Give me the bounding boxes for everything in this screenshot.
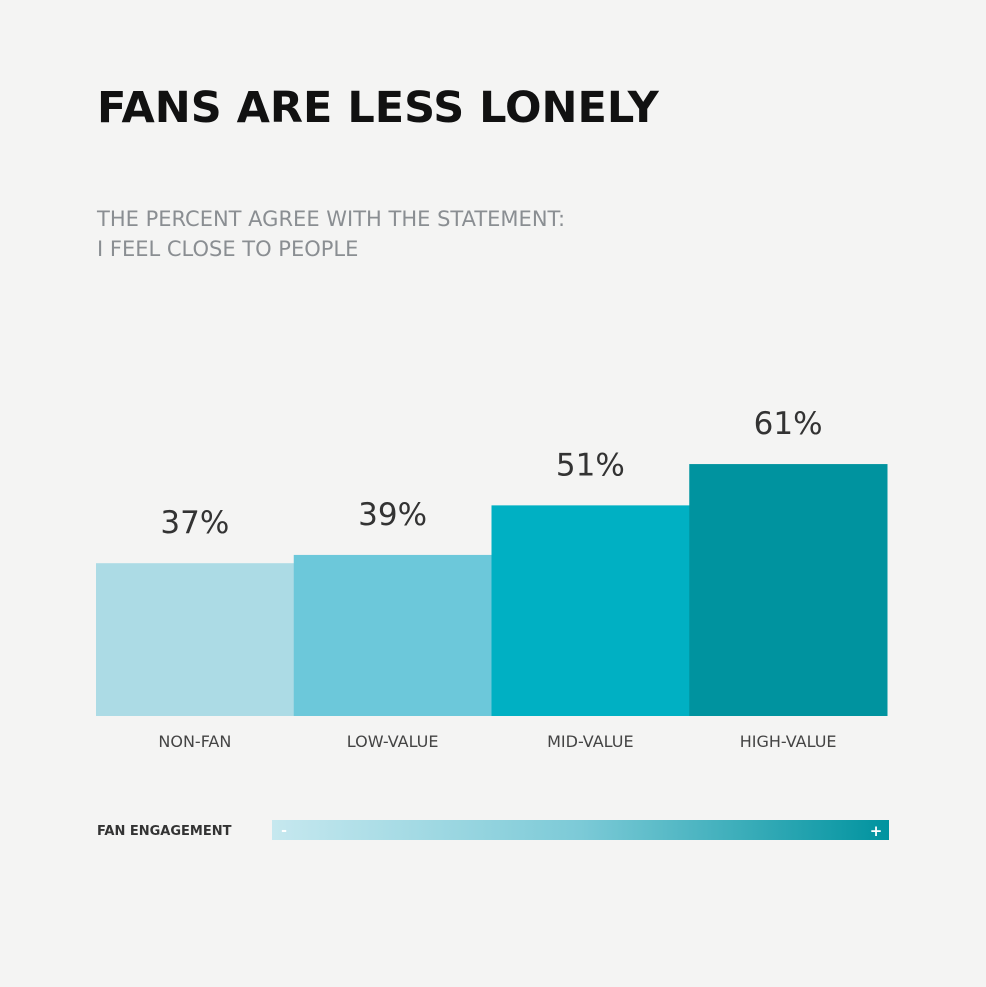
- x-tick-label: HIGH-VALUE: [740, 732, 837, 751]
- bar: [293, 554, 492, 716]
- legend-label: FAN ENGAGEMENT: [97, 824, 232, 839]
- value-label: 61%: [754, 406, 823, 442]
- value-label: 39%: [358, 497, 427, 533]
- x-tick-label: MID-VALUE: [547, 732, 633, 751]
- chart-title: FANS ARE LESS LONELY: [97, 83, 660, 133]
- x-tick-label: NON-FAN: [158, 732, 231, 751]
- value-label: 37%: [160, 505, 229, 541]
- bar: [689, 464, 888, 716]
- bar: [491, 505, 690, 716]
- chart-subtitle: THE PERCENT AGREE WITH THE STATEMENT:: [96, 207, 565, 231]
- scale-high: +: [870, 822, 883, 840]
- x-tick-label: LOW-VALUE: [347, 732, 439, 751]
- scale-low: -: [281, 823, 287, 839]
- chart-subtitle: I FEEL CLOSE TO PEOPLE: [97, 237, 358, 261]
- value-label: 51%: [556, 447, 625, 483]
- bar: [96, 563, 295, 716]
- engagement-scale: [272, 820, 889, 840]
